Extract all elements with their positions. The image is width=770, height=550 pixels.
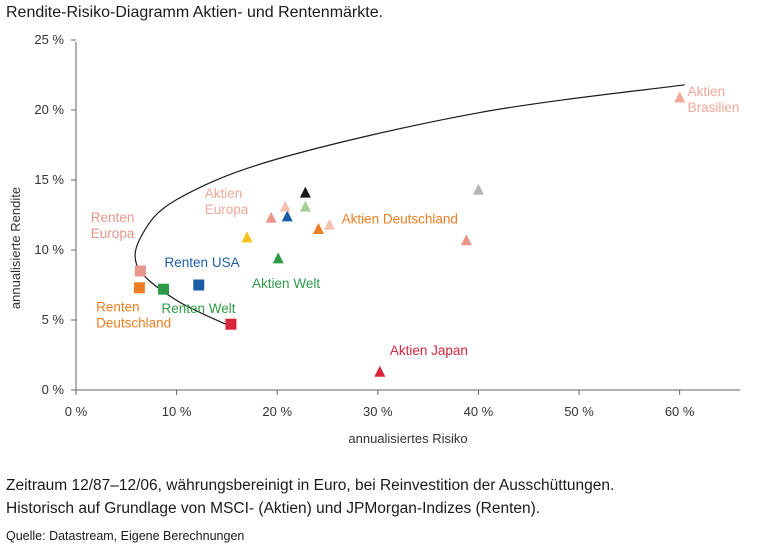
y-axis-label: annualisierte Rendite (8, 187, 23, 309)
point-label: Renten (96, 300, 140, 315)
chart-svg: 0 % 5 % 10 % 15 % 20 % 25 % 0 % 10 % 20 % 30 % 40 … (8, 32, 740, 446)
triangle-marker (324, 218, 336, 230)
frontier-curve (134, 84, 685, 328)
triangle-marker (299, 186, 311, 198)
square-marker (133, 282, 145, 294)
point-label: Europa (205, 202, 249, 217)
x-tick-label: 30 % (363, 404, 393, 419)
point-label: Renten Welt (162, 301, 236, 316)
source-note: Quelle: Datastream, Eigene Berechnungen (6, 529, 245, 543)
x-tick-label: 0 % (65, 404, 88, 419)
point-label: Aktien Deutschland (342, 211, 458, 226)
y-tick-label: 5 % (42, 312, 65, 327)
data-points (133, 91, 686, 377)
point-label: Aktien Welt (252, 276, 320, 291)
square-marker (225, 318, 237, 330)
square-marker (134, 265, 146, 277)
point-label: Deutschland (96, 316, 171, 331)
triangle-marker (374, 365, 386, 377)
square-marker (158, 283, 170, 295)
frontier-curve-group (134, 84, 685, 328)
triangle-marker (281, 210, 293, 222)
x-tick-label: 10 % (162, 404, 192, 419)
triangle-marker (299, 200, 311, 212)
x-axis-label: annualisiertes Risiko (348, 431, 467, 446)
point-label: Aktien (205, 186, 243, 201)
point-label: Europa (91, 226, 135, 241)
triangle-marker (272, 252, 284, 264)
x-tick-label: 40 % (464, 404, 494, 419)
x-tick-label: 60 % (665, 404, 695, 419)
triangle-marker (460, 234, 472, 246)
square-marker (193, 279, 205, 291)
y-tick-label: 15 % (34, 172, 64, 187)
point-label: Renten (91, 210, 135, 225)
caption: Zeitraum 12/87–12/06, währungsbereinigt … (6, 474, 614, 520)
point-label: Brasilien (688, 100, 740, 115)
y-tick-label: 10 % (34, 242, 64, 257)
y-tick-label: 0 % (42, 382, 65, 397)
triangle-marker (312, 223, 324, 234)
y-tick-label: 20 % (34, 102, 64, 117)
x-tick-label: 50 % (564, 404, 594, 419)
triangle-marker (279, 200, 291, 212)
chart-axes: 0 % 5 % 10 % 15 % 20 % 25 % 0 % 10 % 20 % 30 % 40 … (34, 32, 740, 419)
caption-line-2: Historisch auf Grundlage von MSCI- (Akti… (6, 500, 541, 517)
caption-line-1: Zeitraum 12/87–12/06, währungsbereinigt … (6, 477, 615, 494)
triangle-marker (472, 183, 484, 195)
point-label: Renten USA (165, 255, 240, 270)
triangle-marker (241, 231, 253, 243)
y-tick-label: 25 % (34, 32, 64, 47)
triangle-marker (674, 91, 686, 103)
chart-title: Rendite-Risiko-Diagramm Aktien- und Rent… (6, 4, 384, 21)
point-label: Aktien (688, 84, 726, 99)
point-label: Aktien Japan (390, 343, 468, 358)
x-tick-label: 20 % (262, 404, 292, 419)
triangle-marker (265, 211, 277, 223)
